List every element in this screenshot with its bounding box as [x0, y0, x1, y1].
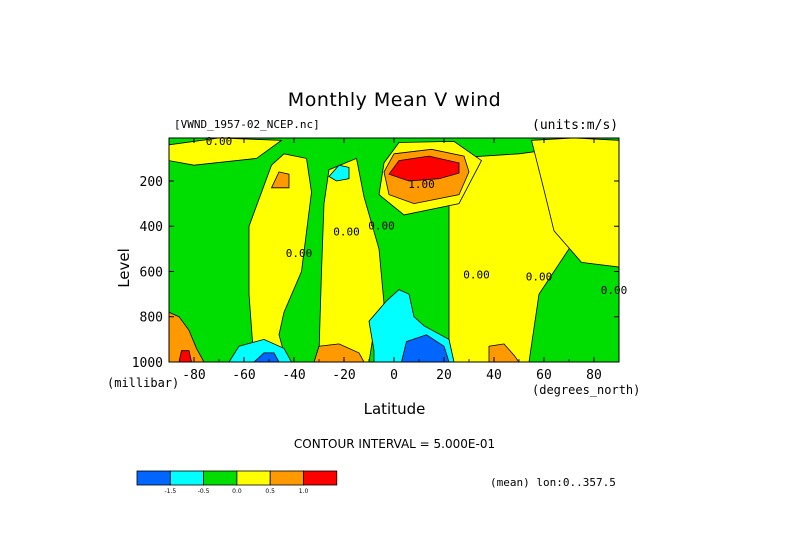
colorbar-swatch-1 [169, 470, 205, 486]
colorbar-swatch-3 [236, 470, 271, 486]
y-tick-label-0: 200 [140, 175, 163, 190]
colorbar-label-0: -1.5 [164, 488, 176, 495]
colorbar-swatch-4 [269, 470, 304, 486]
colorbar-label-2: 0.0 [232, 488, 242, 495]
x-tick-label-0: -80 [182, 368, 205, 383]
colorbar-swatch-0 [136, 470, 171, 486]
colorbar-swatch-2 [203, 470, 238, 486]
y-axis-label: Level [114, 248, 133, 288]
y-axis-unit: (millibar) [107, 376, 180, 390]
x-tick-label-5: 20 [436, 368, 452, 383]
y-tick-label-4: 1000 [132, 356, 163, 371]
y-tick-label-3: 800 [140, 311, 163, 326]
colorbar-label-1: -0.5 [198, 488, 210, 495]
mean-note: (mean) lon:0..357.5 [490, 476, 616, 489]
contour-label-4: 0.00 [368, 220, 395, 233]
contour-label-2: 0.00 [286, 247, 313, 260]
x-axis: -80 -60 -40 -20 0 20 40 60 80 [168, 138, 620, 383]
contour-label-1: 1.00 [408, 178, 435, 191]
contour-region-17 [178, 350, 192, 363]
x-tick-label-6: 40 [486, 368, 502, 383]
x-axis-unit: (degrees_north) [532, 383, 641, 397]
file-label: [VWND_1957-02_NCEP.nc] [174, 118, 320, 131]
x-tick-label-3: -20 [332, 368, 355, 383]
colorbar-label-4: 1.0 [299, 488, 309, 495]
x-tick-label-1: -60 [232, 368, 255, 383]
contour-labels: 0.00 1.00 0.00 0.00 0.00 0.00 0.00 0.00 [206, 135, 628, 297]
y-axis: 200 400 600 800 1000 [132, 175, 619, 371]
contour-region-7 [388, 155, 460, 182]
colorbar-swatch-5 [303, 470, 338, 486]
contour-region-9 [328, 164, 350, 182]
x-tick-label-7: 60 [536, 368, 552, 383]
contour-label-0: 0.00 [206, 135, 233, 148]
contour-label-3: 0.00 [333, 225, 360, 238]
contour-region-1 [248, 153, 312, 363]
contour-label-7: 0.00 [601, 284, 628, 297]
colorbar-label-3: 0.5 [265, 488, 275, 495]
contour-label-6: 0.00 [526, 271, 553, 284]
x-tick-label-2: -40 [282, 368, 305, 383]
x-tick-label-4: 0 [390, 368, 398, 383]
colorbar: -1.5 -0.5 0.0 0.5 1.0 [136, 470, 338, 495]
contour-regions [168, 137, 620, 363]
chart-title: Monthly Mean V wind [287, 89, 502, 111]
contour-region-8 [270, 171, 290, 189]
contour-interval: CONTOUR INTERVAL = 5.000E-01 [293, 437, 496, 451]
x-axis-label: Latitude [363, 400, 426, 418]
y-tick-label-1: 400 [140, 220, 163, 235]
units-label: (units:m/s) [532, 118, 619, 133]
x-tick-label-8: 80 [586, 368, 602, 383]
plot-area: 0.00 1.00 0.00 0.00 0.00 0.00 0.00 0.00 [168, 135, 628, 363]
contour-label-5: 0.00 [463, 268, 490, 281]
y-tick-label-2: 600 [140, 265, 163, 280]
